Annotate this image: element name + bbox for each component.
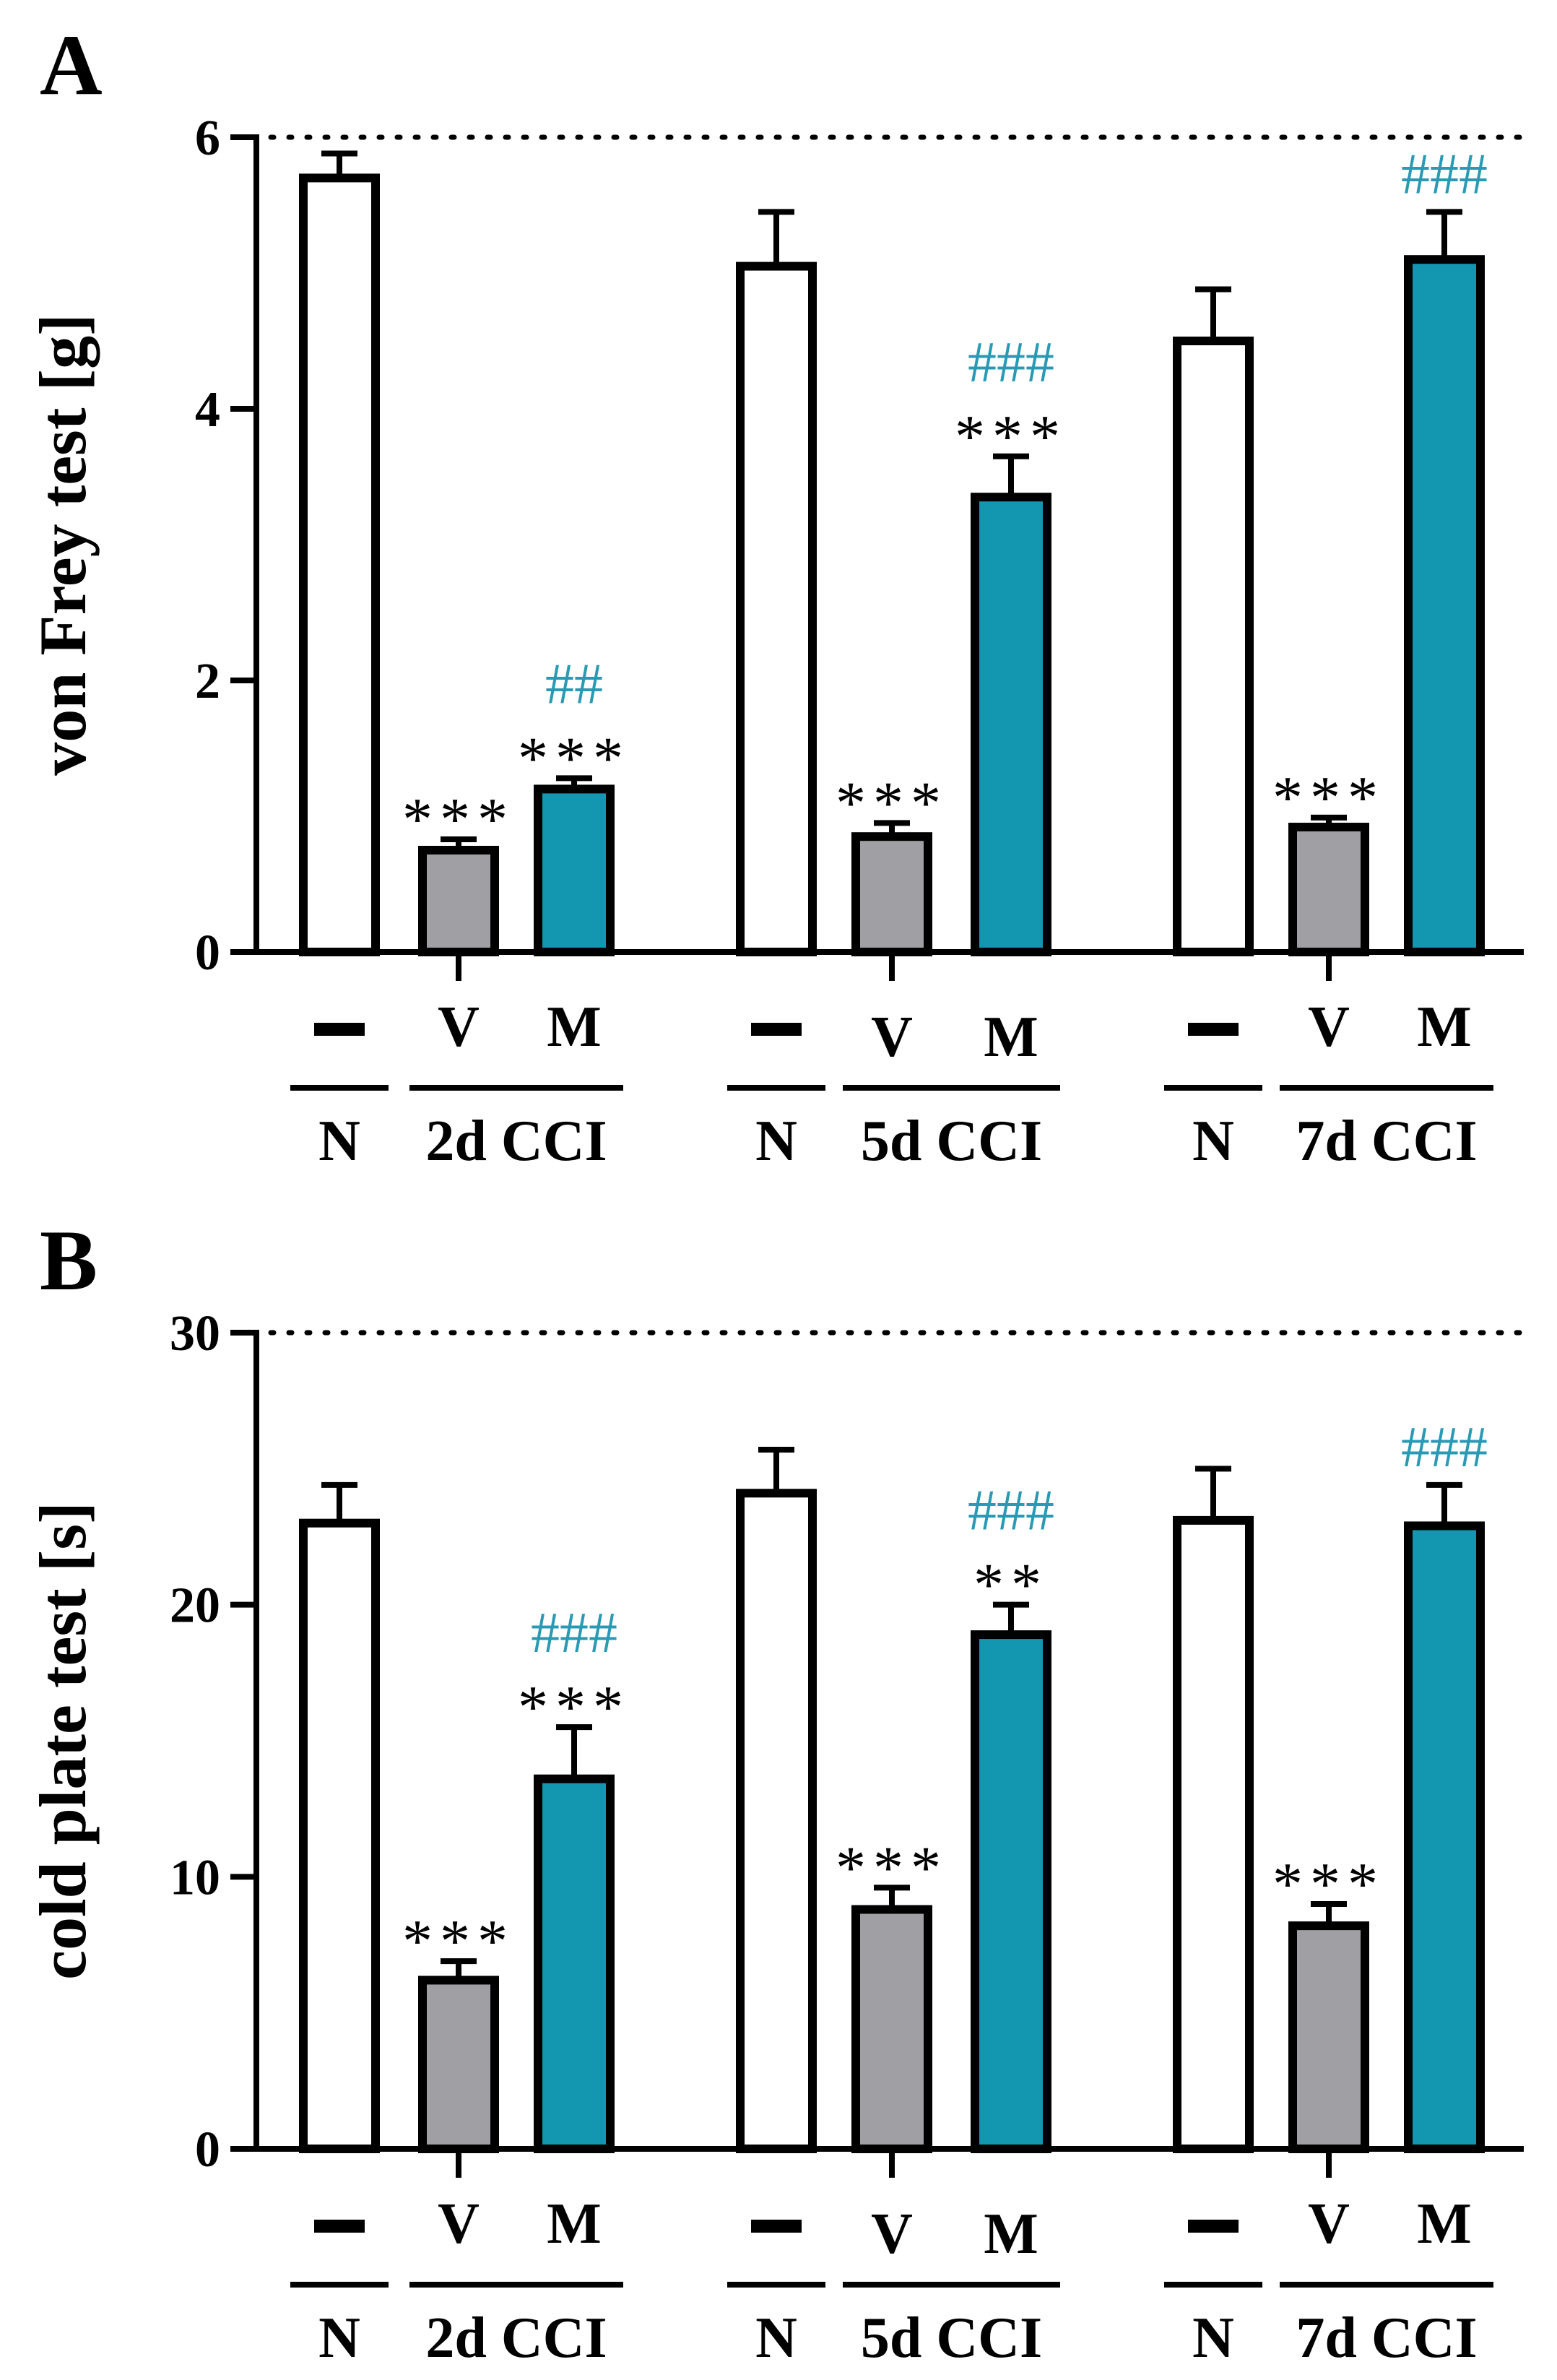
significance-stars: *** (518, 724, 630, 792)
bar-drug (534, 784, 615, 957)
group-label-normal: N (1192, 1109, 1234, 1173)
category-label: M (547, 995, 602, 1059)
category-label: M (1417, 995, 1472, 1059)
group-label-normal: N (1192, 2306, 1234, 2370)
category-label: V (1308, 995, 1350, 1059)
significance-stars: *** (402, 1908, 515, 1975)
group-label-cci: 7d CCI (1296, 1109, 1477, 1173)
group-label-cci: 5d CCI (861, 1109, 1042, 1173)
panel-letter: A (40, 17, 103, 113)
bar-vehicle (418, 1976, 499, 2153)
category-label-dash (751, 2220, 802, 2233)
significance-hashes: ### (531, 1601, 617, 1665)
y-axis-title: von Frey test [g] (26, 313, 100, 776)
bar-vehicle (851, 832, 932, 956)
bar-vehicle (1288, 1921, 1369, 2153)
significance-stars: *** (836, 769, 948, 836)
bar-normal (1173, 337, 1254, 956)
category-label-dash (751, 1023, 802, 1036)
category-label-dash (1188, 2220, 1239, 2233)
y-tick-label: 4 (195, 382, 220, 438)
y-tick-label: 20 (170, 1578, 220, 1634)
category-label: V (1308, 2192, 1350, 2256)
bar-normal (299, 173, 380, 956)
group-label-cci: 5d CCI (861, 2306, 1042, 2370)
bar-vehicle (1288, 823, 1369, 957)
category-label-dash (314, 1023, 365, 1036)
category-label: V (438, 995, 480, 1059)
y-tick-label: 2 (195, 654, 220, 709)
bar-drug (971, 1630, 1051, 2154)
bar-normal (736, 261, 817, 957)
category-label: V (871, 1005, 913, 1069)
y-tick-label: 10 (170, 1850, 220, 1905)
group-label-normal: N (755, 1109, 797, 1173)
category-label: V (438, 2192, 480, 2256)
panel-letter: B (40, 1212, 97, 1308)
group-label-cci: 7d CCI (1296, 2306, 1477, 2370)
group-label-normal: N (318, 2306, 360, 2370)
bar-normal (299, 1518, 380, 2154)
significance-hashes: ### (1401, 142, 1488, 206)
category-label-dash (1188, 1023, 1239, 1036)
category-label: V (871, 2202, 913, 2266)
bar-vehicle (418, 846, 499, 956)
significance-hashes: ### (1401, 1416, 1488, 1479)
group-label-normal: N (318, 1109, 360, 1173)
bar-vehicle (851, 1905, 932, 2154)
bar-normal (736, 1489, 817, 2154)
y-tick-label: 0 (195, 2122, 220, 2178)
category-label-dash (314, 2220, 365, 2233)
bar-drug (1404, 1521, 1485, 2153)
category-label: M (547, 2192, 602, 2256)
category-label: M (984, 1005, 1038, 1069)
group-label-cci: 2d CCI (425, 2306, 607, 2370)
significance-hashes: ### (968, 331, 1054, 394)
y-tick-label: 6 (195, 111, 220, 166)
significance-stars: *** (955, 403, 1067, 470)
significance-stars: ** (973, 1552, 1049, 1619)
group-label-normal: N (755, 2306, 797, 2370)
bar-drug (534, 1774, 615, 2154)
y-tick-label: 30 (170, 1306, 220, 1362)
category-label: M (984, 2202, 1038, 2266)
group-label-cci: 2d CCI (425, 1109, 607, 1173)
significance-stars: *** (1272, 1851, 1385, 1918)
y-axis-title: cold plate test [s] (26, 1502, 100, 1980)
y-tick-label: 0 (195, 925, 220, 981)
significance-stars: *** (518, 1674, 630, 1741)
bar-normal (1173, 1515, 1254, 2153)
significance-stars: *** (402, 786, 515, 853)
bar-drug (1404, 255, 1485, 956)
significance-hashes: ### (968, 1479, 1054, 1543)
significance-stars: *** (836, 1834, 948, 1901)
significance-hashes: ## (545, 652, 603, 716)
bar-drug (971, 493, 1051, 956)
significance-stars: *** (1272, 764, 1385, 831)
category-label: M (1417, 2192, 1472, 2256)
